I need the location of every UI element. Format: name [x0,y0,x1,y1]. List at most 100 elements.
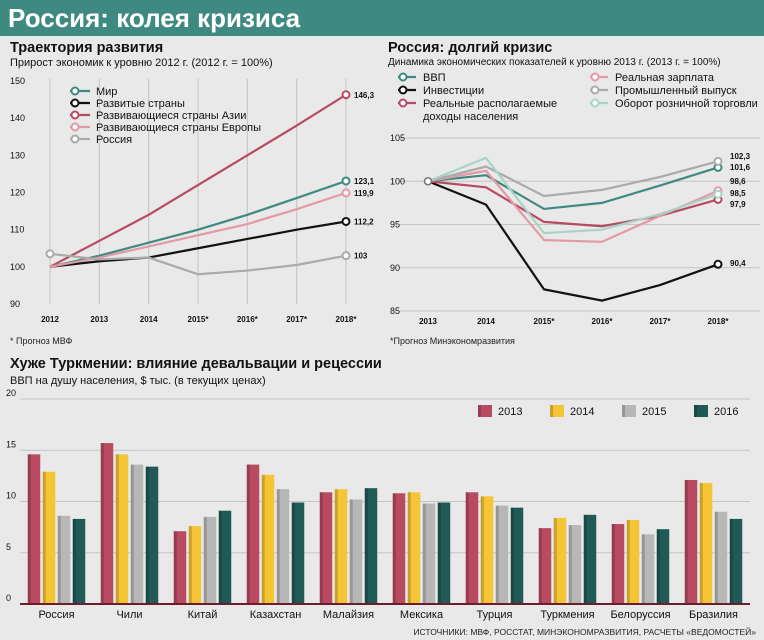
chart3-bar-1-0 [100,443,114,604]
chart3-bar-shade-4-1 [334,489,338,604]
chart3-bar-shade-7-3 [583,514,587,604]
chart3-category-label-0: Россия [38,609,74,621]
chart2-subtitle: Динамика экономических показателей к уро… [388,57,721,68]
chart3-category-label-7: Туркмения [540,609,594,621]
chart3-legend-swatch-0 [478,405,492,417]
chart3-bar-5-0 [392,493,406,604]
chart3-bar-1-1 [115,454,129,604]
chart3-legend-label-0: 2013 [498,406,522,418]
chart1-end-marker-4 [341,251,351,261]
chart3-bar-1-2 [130,464,144,604]
chart1-legend-label-2: Развивающиеся страны Азии [96,110,246,122]
chart3-legend-swatch-2 [622,405,636,417]
chart1-series-line-4 [49,252,347,276]
chart3-bar-shade-6-2 [495,505,499,604]
chart2-legend-marker-2 [398,98,408,108]
chart3-category-label-1: Чили [116,609,142,621]
chart2-ytick-2: 95 [390,220,400,230]
chart1-xtick-2: 2014 [140,315,158,324]
chart1-xtick-4: 2016* [237,315,259,324]
chart3-bar-shade-0-1 [42,471,46,604]
chart1-xtick-1: 2013 [90,315,108,324]
chart1-ytick-4: 130 [10,150,25,160]
chart3-ytick-4: 20 [6,388,16,398]
chart3-legend-label-1: 2014 [570,406,594,418]
chart1-ytick-1: 100 [10,262,25,272]
chart2-xtick-5: 2018* [708,317,730,326]
chart2-ytick-3: 100 [390,176,405,186]
chart1-series-line-3 [49,191,347,268]
chart2-legend-label-2: Реальные располагаемые доходы населения [423,98,557,123]
chart3-bar-8-0 [611,524,625,604]
chart2-xtick-1: 2014 [477,317,495,326]
chart1-legend-label-0: Мир [96,86,117,98]
chart3-ytick-2: 10 [6,491,16,501]
chart2-legend-marker-1 [398,85,408,95]
chart1-xtick-6: 2018* [336,315,358,324]
chart3-bar-shade-9-1 [699,483,703,604]
chart2-end-label-1: 90,4 [730,259,746,268]
chart1-subtitle: Прирост экономик к уровню 2012 г. (2012 … [10,57,273,69]
header-banner: Россия: колея кризиса [0,0,764,36]
sources-note: ИСТОЧНИКИ: МВФ, РОССТАТ, МИНЭКОНОМРАЗВИТ… [413,627,756,637]
chart3-bar-6-3 [510,507,524,604]
chart2-ytick-0: 85 [390,306,400,316]
chart3-bar-2-0 [173,531,187,604]
chart3-legend-swatch-shade-2 [622,405,625,417]
chart3-bar-3-0 [246,464,260,604]
chart2-legend-marker-0 [398,72,408,82]
chart3-bar-7-2 [568,525,582,604]
chart3-bar-shade-0-2 [57,515,61,604]
chart1-xtick-3: 2015* [188,315,210,324]
chart3-bar-shade-6-3 [510,507,514,604]
chart3-bar-shade-9-2 [714,511,718,604]
chart3-bar-8-1 [626,519,640,604]
chart3-bar-3-1 [261,474,275,604]
chart1-note: * Прогноз МВФ [10,336,73,346]
chart3-bar-6-2 [495,505,509,604]
chart3-category-label-4: Малайзия [323,609,374,621]
chart1-ytick-5: 140 [10,113,25,123]
chart1-ytick-0: 90 [10,299,20,309]
chart3-bar-shade-6-1 [480,496,484,604]
chart3-bar-3-3 [291,502,305,604]
chart3-bar-2-2 [203,516,217,604]
chart3-legend-label-2: 2015 [642,406,666,418]
chart3-bar-0-3 [72,518,86,604]
chart3-bar-shade-2-3 [218,510,222,604]
chart2-end-label-2: 97,9 [730,200,746,209]
chart3-ytick-0: 0 [6,593,11,603]
chart3-bar-0-1 [42,471,56,604]
chart3-bar-shade-3-2 [276,489,280,604]
chart3-bar-shade-2-2 [203,516,207,604]
chart1-end-label-2: 146,3 [354,91,375,100]
page-title: Россия: колея кризиса [8,3,301,33]
chart2-legend-label-4: Промышленный выпуск [615,85,737,97]
chart1-end-marker-1 [341,216,351,226]
chart1-ytick-6: 150 [10,76,25,86]
chart3-bar-shade-1-3 [145,466,149,604]
chart3-bar-7-0 [538,528,552,604]
chart2-xtick-3: 2016* [592,317,614,326]
chart2-series-line-0 [427,166,719,211]
chart3-bar-shade-2-1 [188,526,192,604]
chart2-ytick-4: 105 [390,133,405,143]
chart3-bar-7-1 [553,517,567,604]
chart3-category-label-3: Казахстан [250,609,302,621]
chart3-bar-4-3 [364,488,378,604]
chart3-bar-4-1 [334,489,348,604]
chart3-bar-3-2 [276,489,290,604]
chart3-bar-4-2 [349,499,363,604]
chart3-bar-shade-5-2 [422,503,426,604]
chart3-bar-shade-8-1 [626,519,630,604]
chart2-end-label-3: 98,6 [730,177,746,186]
chart1-legend-marker-1 [70,98,80,108]
chart2-xtick-4: 2017* [650,317,672,326]
chart3-legend-label-3: 2016 [714,406,738,418]
chart3-bar-shade-5-3 [437,502,441,604]
chart2-series-line-1 [427,180,719,302]
chart3-bar-9-0 [684,479,698,604]
